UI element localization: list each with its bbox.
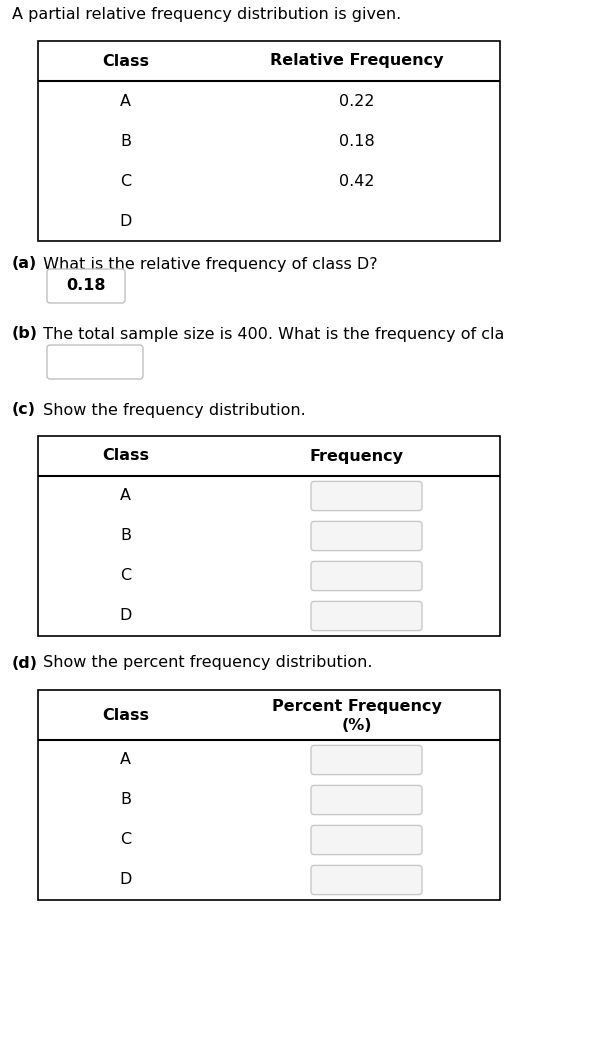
Text: Percent Frequency: Percent Frequency [272, 699, 442, 714]
Text: (b): (b) [12, 327, 38, 342]
Text: B: B [120, 133, 131, 149]
Text: Class: Class [102, 53, 149, 68]
FancyBboxPatch shape [311, 826, 422, 854]
FancyBboxPatch shape [311, 522, 422, 550]
Text: Class: Class [102, 707, 149, 722]
Text: A: A [120, 488, 131, 503]
Text: A partial relative frequency distribution is given.: A partial relative frequency distributio… [12, 7, 401, 22]
Text: 0.18: 0.18 [339, 133, 374, 149]
Text: D: D [120, 873, 132, 888]
Text: 0.22: 0.22 [339, 93, 374, 109]
Text: 0.18: 0.18 [66, 279, 106, 293]
FancyBboxPatch shape [311, 785, 422, 814]
Text: A: A [120, 752, 131, 767]
Text: (c): (c) [12, 402, 36, 417]
Text: (%): (%) [341, 719, 371, 734]
FancyBboxPatch shape [47, 345, 143, 379]
Text: (d): (d) [12, 655, 38, 671]
Text: The total sample size is 400. What is the frequency of cla: The total sample size is 400. What is th… [38, 327, 504, 342]
Text: B: B [120, 792, 131, 808]
FancyBboxPatch shape [311, 745, 422, 774]
Text: Class: Class [102, 449, 149, 463]
Bar [38, 41, 500, 241]
Bar [38, 690, 500, 900]
Text: C: C [120, 174, 131, 189]
Text: Show the percent frequency distribution.: Show the percent frequency distribution. [38, 655, 373, 671]
Text: What is the relative frequency of class D?: What is the relative frequency of class … [38, 257, 378, 271]
Text: Frequency: Frequency [309, 449, 403, 463]
Text: 0.42: 0.42 [339, 174, 374, 189]
Text: C: C [120, 568, 131, 584]
Text: C: C [120, 832, 131, 848]
Text: Show the frequency distribution.: Show the frequency distribution. [38, 402, 306, 417]
Text: Relative Frequency: Relative Frequency [270, 53, 443, 68]
FancyBboxPatch shape [311, 562, 422, 591]
Text: D: D [120, 609, 132, 624]
Bar [38, 436, 500, 636]
Text: (a): (a) [12, 257, 37, 271]
Text: A: A [120, 93, 131, 109]
FancyBboxPatch shape [47, 269, 125, 303]
Text: D: D [120, 214, 132, 228]
FancyBboxPatch shape [311, 866, 422, 895]
FancyBboxPatch shape [311, 481, 422, 510]
FancyBboxPatch shape [311, 602, 422, 631]
Text: B: B [120, 528, 131, 544]
